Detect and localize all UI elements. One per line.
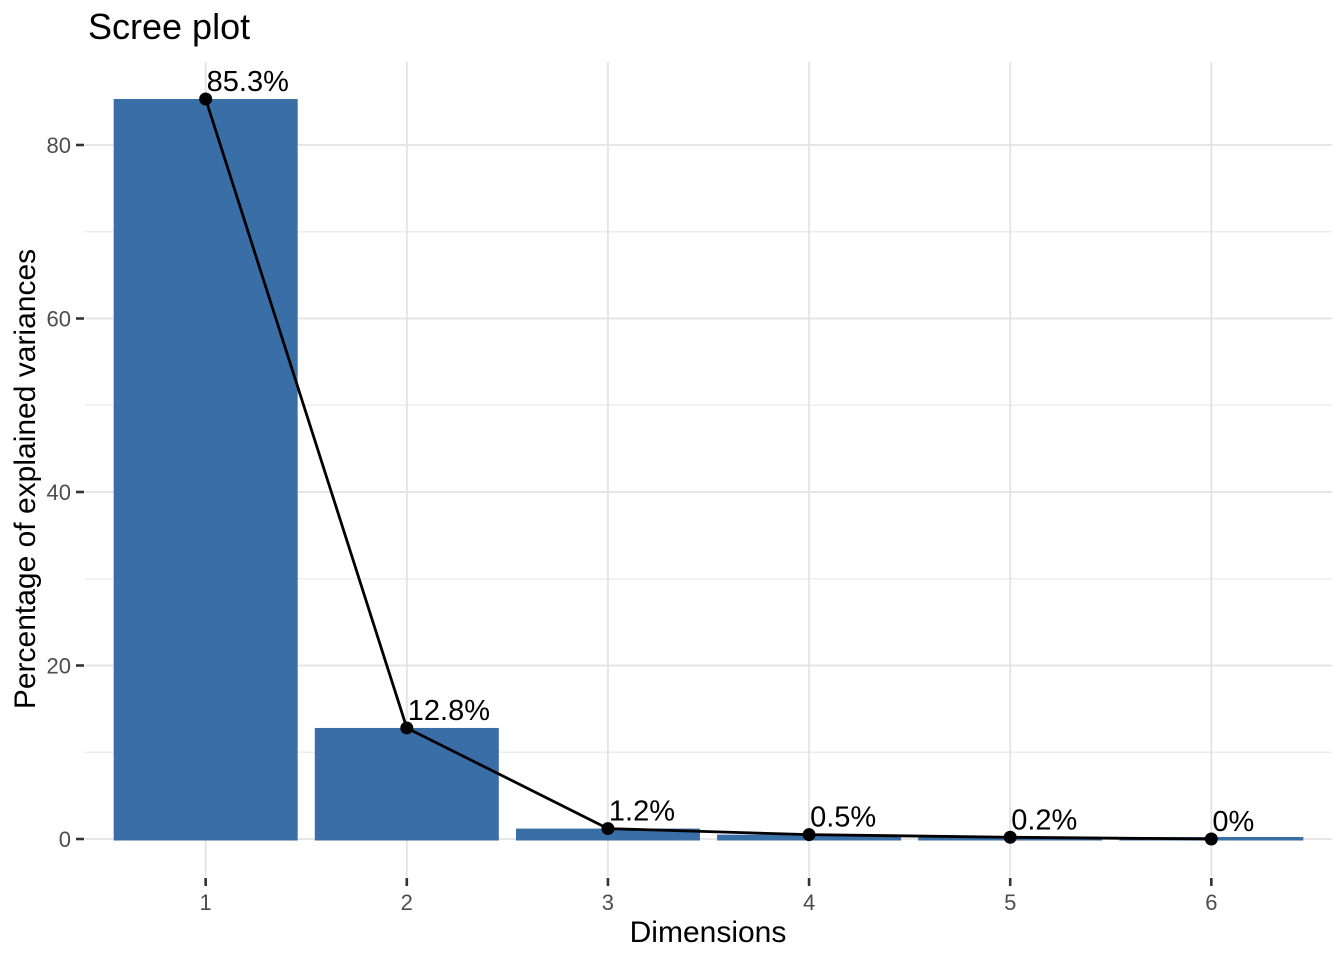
- y-tick-label: 20: [47, 654, 71, 679]
- value-label-dimension-5: 0.2%: [1011, 804, 1077, 836]
- x-tick-label: 5: [1004, 890, 1016, 915]
- value-label-dimension-3: 1.2%: [609, 796, 675, 828]
- x-tick-label: 4: [803, 890, 815, 915]
- data-point-dimension-3: [601, 822, 615, 836]
- y-axis-title: Percentage of explained variances: [9, 248, 42, 710]
- x-tick-label: 1: [200, 890, 212, 915]
- y-tick-label: 80: [47, 133, 71, 158]
- value-label-dimension-4: 0.5%: [810, 802, 876, 834]
- x-tick-label: 2: [401, 890, 413, 915]
- plot-title: Scree plot: [88, 6, 251, 47]
- data-point-dimension-4: [802, 828, 816, 842]
- data-point-dimension-2: [400, 721, 414, 735]
- x-tick-label: 6: [1205, 890, 1217, 915]
- y-tick-label: 40: [47, 480, 71, 505]
- x-tick-label: 3: [602, 890, 614, 915]
- data-point-dimension-5: [1003, 830, 1017, 844]
- y-tick-label: 60: [47, 307, 71, 332]
- bar-dimension-2: [314, 727, 499, 841]
- value-label-dimension-1: 85.3%: [207, 66, 289, 98]
- data-point-dimension-6: [1204, 832, 1218, 846]
- data-point-dimension-1: [199, 92, 213, 106]
- variance-line: [204, 98, 1212, 841]
- value-label-dimension-2: 12.8%: [408, 695, 490, 727]
- bar-dimension-1: [113, 99, 298, 841]
- x-axis-title: Dimensions: [629, 916, 787, 949]
- y-tick-label: 0: [59, 827, 71, 852]
- value-label-dimension-6: 0%: [1212, 806, 1254, 838]
